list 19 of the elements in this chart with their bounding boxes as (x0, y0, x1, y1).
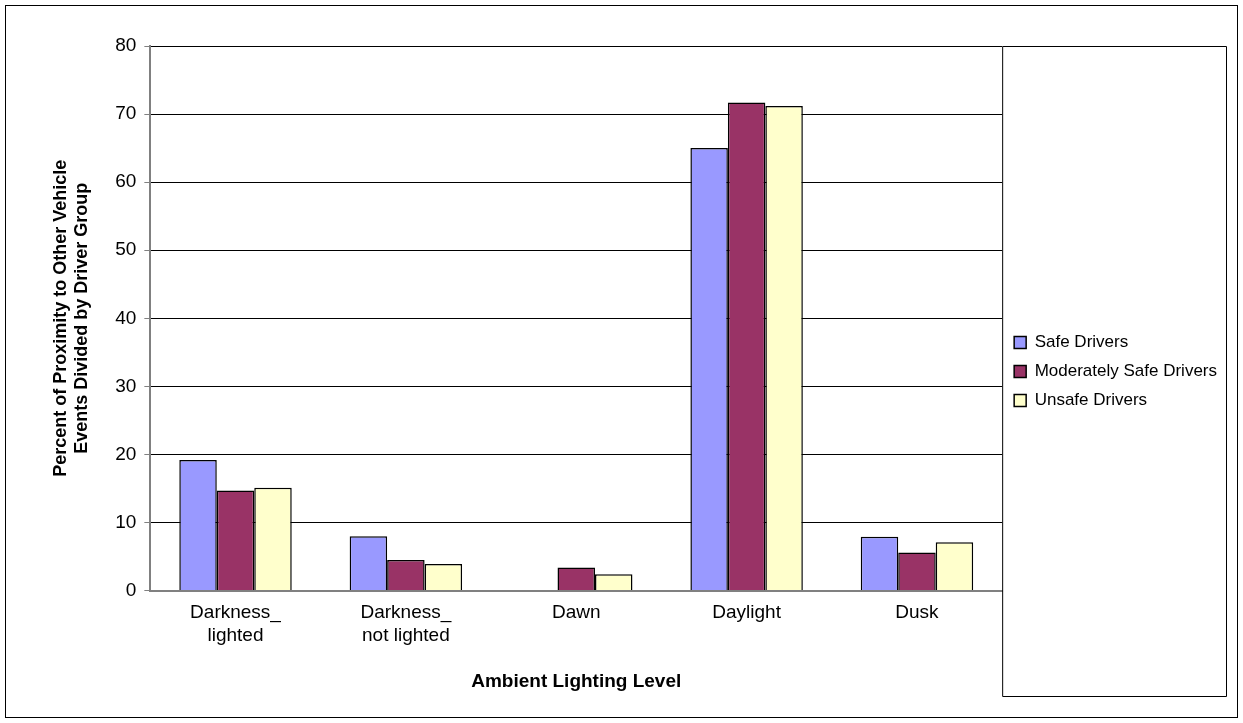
y-tick-label: 10 (115, 510, 137, 532)
y-tick-label: 0 (125, 578, 137, 600)
legend-label: Moderately Safe Drivers (1034, 361, 1217, 381)
y-tick-label: 30 (115, 374, 137, 396)
y-axis-title: Percent of Proximity to Other Vehicle Events Divided by Driver Group (49, 159, 92, 477)
x-tick-label: Darkness_ lighted (190, 601, 282, 646)
x-tick-label: Dawn (551, 601, 601, 623)
x-tick-label: Daylight (712, 601, 782, 623)
x-tick-label: Darkness_ not lighted (360, 601, 452, 646)
legend-label: Unsafe Drivers (1034, 390, 1148, 410)
y-tick-label: 40 (115, 306, 137, 328)
legend-label: Safe Drivers (1034, 332, 1129, 352)
x-tick-label: Dusk (895, 601, 940, 623)
y-tick-label: 80 (115, 34, 137, 56)
y-tick-label: 20 (115, 442, 137, 464)
y-tick-label: 60 (115, 170, 137, 192)
y-tick-label: 50 (115, 238, 137, 260)
y-tick-label: 70 (115, 102, 137, 124)
x-axis-title: Ambient Lighting Level (471, 669, 682, 691)
